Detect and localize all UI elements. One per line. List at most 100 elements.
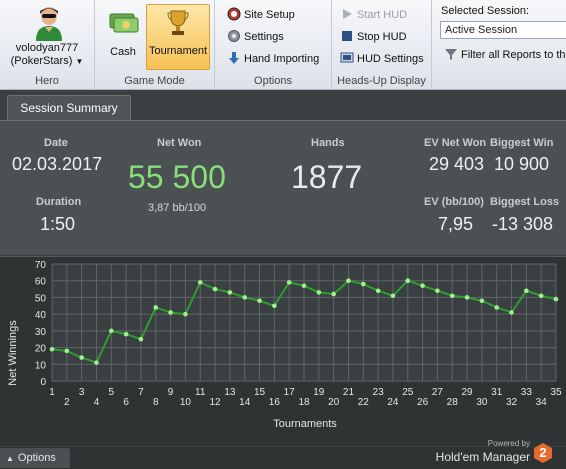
x-tick-label: 24 (387, 397, 399, 408)
x-tick-label: 8 (153, 397, 159, 408)
date-label: Date (44, 137, 68, 149)
data-point (79, 355, 84, 360)
duration-value: 1:50 (40, 214, 76, 234)
x-tick-label: 31 (491, 387, 503, 398)
cash-button[interactable]: Cash (102, 4, 144, 70)
data-point (49, 346, 55, 352)
poker-chip-icon (227, 7, 241, 21)
game-mode-group-label: Game Mode (124, 75, 185, 87)
brand-name: Hold'em Manager (435, 450, 530, 464)
x-tick-label: 19 (313, 387, 325, 398)
hand-importing-button[interactable]: Hand Importing (227, 50, 319, 68)
hero-site: (PokerStars) ▼ (10, 55, 84, 67)
x-tick-label: 16 (269, 397, 281, 408)
y-tick-label: 40 (35, 310, 47, 321)
options-label: Options (17, 452, 56, 464)
net-winnings-chart: 0 10 20 30 40 50 60 70 1 2 3 4 5 6 7 8 9 10 11 12 13 14 15 16 1… (0, 256, 566, 446)
biggest-loss-value: -13 308 (492, 214, 554, 234)
x-tick-label: 22 (358, 397, 370, 408)
x-tick-label: 10 (180, 397, 192, 408)
filter-icon (444, 47, 458, 61)
x-axis-label: Tournaments (273, 418, 337, 430)
x-tick-label: 20 (328, 397, 340, 408)
x-tick-label: 9 (168, 387, 174, 398)
data-point (212, 286, 218, 292)
hud-group: Start HUD Stop HUD HUD Settings Heads-Up… (332, 0, 432, 90)
data-point (123, 331, 129, 337)
x-tick-label: 35 (550, 387, 562, 398)
data-point (449, 293, 455, 299)
data-point (286, 280, 292, 285)
chart-grid (51, 263, 557, 382)
x-tick-label: 14 (239, 397, 251, 408)
data-point (464, 295, 470, 300)
x-tick-label: 23 (373, 387, 385, 398)
x-tick-label: 15 (254, 387, 266, 398)
options-toggle-button[interactable]: ▲ Options (0, 448, 70, 468)
play-icon (340, 7, 354, 21)
data-point (64, 348, 70, 354)
filter-reports-toggle[interactable]: Filter all Reports to th (444, 46, 566, 64)
y-tick-label: 0 (40, 377, 46, 388)
x-tick-label: 28 (447, 397, 459, 408)
data-point (494, 305, 500, 310)
y-tick-label: 30 (35, 327, 47, 338)
avatar-icon[interactable] (34, 5, 64, 41)
session-summary-panel: Date 02.03.2017 Duration 1:50 Net Won 55… (0, 120, 566, 255)
trophy-icon (167, 9, 189, 40)
start-hud-button[interactable]: Start HUD (340, 6, 407, 24)
import-arrow-icon (227, 51, 241, 65)
bb-per-100-value: 3,87 bb/100 (148, 202, 207, 214)
x-tick-label: 29 (461, 387, 473, 398)
tournament-button[interactable]: Tournament (146, 4, 210, 70)
stop-hud-button[interactable]: Stop HUD (340, 28, 407, 46)
data-point (360, 281, 366, 287)
data-point (375, 288, 381, 294)
data-point (242, 295, 248, 300)
hud-group-label: Heads-Up Display (337, 75, 426, 87)
x-tick-label: 6 (123, 397, 129, 408)
x-tick-label: 1 (49, 387, 55, 398)
data-point (435, 288, 440, 294)
x-tick-label: 3 (79, 387, 85, 398)
data-point (538, 293, 544, 299)
net-won-value: 55 500 (128, 159, 226, 195)
x-tick-label: 13 (224, 387, 236, 398)
data-point (168, 310, 173, 315)
x-tick-label: 7 (138, 387, 144, 398)
data-point (331, 291, 336, 297)
data-point (390, 293, 396, 299)
x-tick-label: 18 (298, 397, 310, 408)
powered-by-text: Powered by (487, 439, 530, 448)
site-setup-button[interactable]: Site Setup (227, 6, 295, 24)
data-point (420, 283, 425, 289)
x-axis-ticks: 1234567891011121314151617181920212223242… (49, 387, 562, 408)
hero-username: volodyan777 (15, 42, 79, 54)
x-tick-label: 12 (209, 397, 221, 408)
hud-settings-button[interactable]: HUD Settings (340, 50, 424, 68)
session-select[interactable]: Active Session (440, 21, 566, 39)
data-point (183, 311, 188, 317)
y-tick-label: 60 (35, 277, 47, 288)
x-tick-label: 25 (402, 387, 414, 398)
biggest-loss-label: Biggest Loss (490, 196, 560, 208)
y-tick-label: 10 (35, 360, 47, 371)
hands-label: Hands (311, 137, 345, 149)
data-point (227, 290, 233, 295)
date-value: 02.03.2017 (12, 154, 103, 174)
hero-name[interactable]: volodyan777 (PokerStars) ▼ (0, 42, 94, 68)
y-tick-label: 70 (35, 260, 47, 271)
hands-value: 1877 (291, 159, 363, 195)
ev-bb-label: EV (bb/100) (424, 196, 484, 208)
chevron-up-icon: ▲ (6, 454, 14, 463)
tab-session-summary[interactable]: Session Summary (7, 95, 131, 120)
x-tick-label: 4 (94, 397, 100, 408)
data-point (197, 280, 203, 285)
data-point (153, 305, 159, 310)
x-tick-label: 17 (284, 387, 296, 398)
data-point (272, 303, 277, 309)
series-points (49, 278, 559, 365)
settings-button[interactable]: Settings (227, 28, 284, 46)
x-tick-label: 30 (476, 397, 488, 408)
ev-net-won-label: EV Net Won (424, 137, 487, 149)
